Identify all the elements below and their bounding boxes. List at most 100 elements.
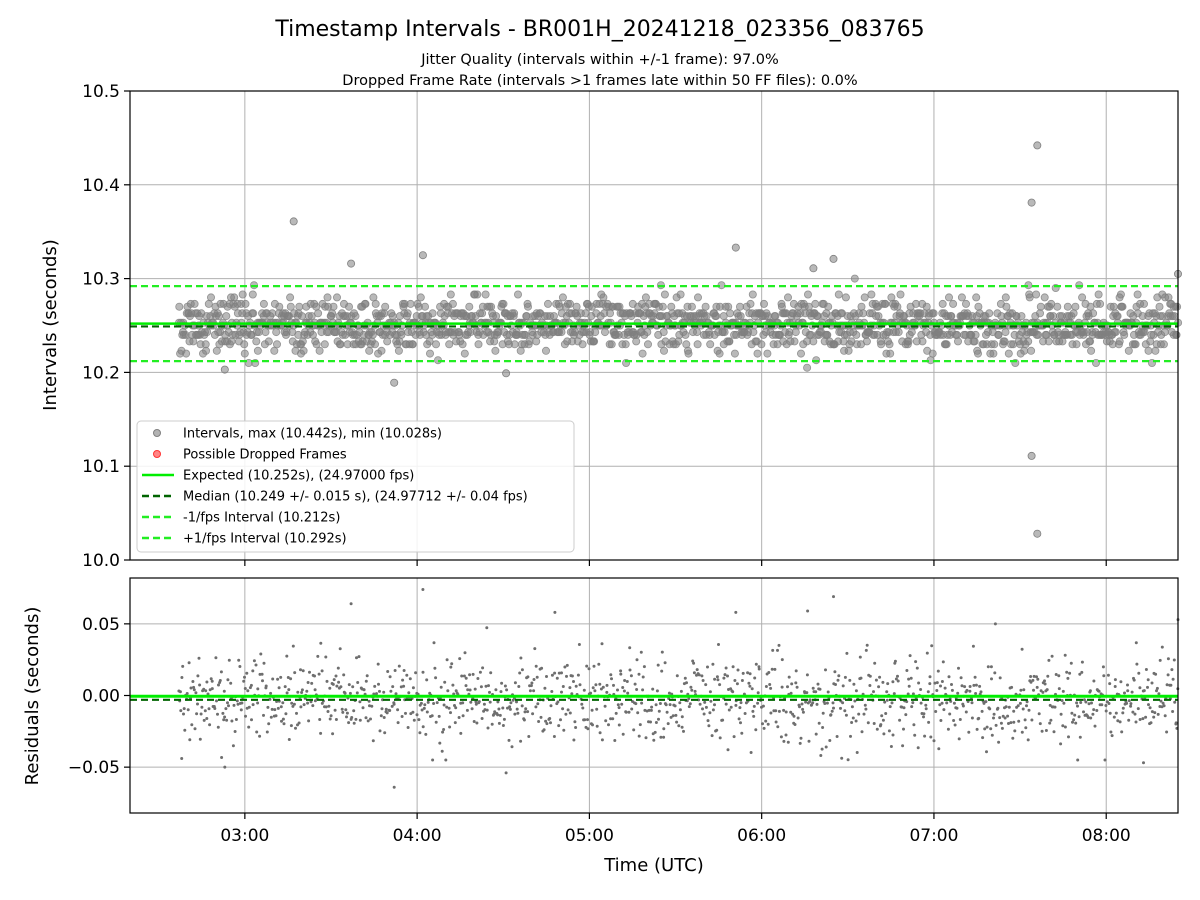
residual-point: [1043, 679, 1046, 683]
residual-point: [388, 675, 392, 679]
residual-point: [582, 688, 586, 692]
residual-point: [933, 681, 937, 685]
residuals-points: [177, 588, 1180, 789]
residual-point: [940, 680, 944, 683]
interval-point: [904, 337, 913, 346]
residual-point: [1108, 682, 1112, 686]
residual-point: [922, 712, 926, 716]
residual-point: [594, 683, 598, 687]
residual-point: [790, 682, 794, 686]
residual-point: [472, 720, 476, 723]
residual-point: [868, 674, 872, 678]
x-tick-label: 04:00: [393, 826, 442, 846]
residual-point: [892, 692, 896, 696]
interval-point: [790, 337, 799, 346]
interval-point: [361, 299, 370, 308]
residual-point: [487, 684, 490, 688]
residual-point: [218, 679, 222, 682]
interval-point: [748, 290, 757, 299]
interval-point: [947, 312, 956, 321]
residual-point: [289, 724, 293, 728]
intervals-y-axis-label: Intervals (seconds): [40, 239, 61, 411]
residual-point: [1024, 726, 1028, 730]
residual-point: [753, 676, 757, 680]
residual-point: [1160, 645, 1164, 649]
residual-point: [411, 710, 415, 714]
residual-point: [668, 703, 672, 707]
interval-point: [397, 330, 406, 339]
residual-point: [894, 677, 898, 681]
residual-point: [764, 685, 768, 688]
residual-point: [715, 675, 719, 679]
residual-point: [922, 715, 925, 719]
legend-label-dropped: Possible Dropped Frames: [183, 448, 347, 463]
interval-point: [381, 302, 390, 311]
residual-point: [468, 688, 472, 692]
residual-point: [388, 709, 392, 712]
residual-point: [245, 671, 249, 675]
residual-point: [419, 701, 423, 705]
residual-point: [580, 702, 584, 706]
residual-point: [764, 719, 768, 723]
residual-point: [320, 669, 324, 673]
residual-point: [445, 658, 449, 662]
residual-point: [634, 702, 638, 706]
residual-point: [794, 669, 798, 673]
residual-point: [336, 666, 340, 670]
residual-point: [356, 681, 360, 684]
residual-point: [196, 702, 199, 706]
residual-point: [444, 758, 448, 762]
interval-point: [809, 337, 818, 346]
residual-point: [858, 655, 862, 659]
residual-point: [908, 654, 912, 658]
interval-point: [632, 337, 641, 346]
residual-point: [1133, 712, 1137, 716]
residual-point: [557, 671, 561, 675]
residual-point: [595, 707, 599, 711]
interval-point: [332, 293, 341, 302]
residual-point: [974, 692, 978, 695]
residual-point: [1089, 716, 1093, 720]
residual-point: [926, 690, 930, 694]
residual-point: [194, 691, 198, 695]
interval-point: [252, 337, 261, 346]
residual-point: [680, 715, 684, 719]
residual-point: [592, 664, 596, 668]
residual-point: [446, 689, 450, 693]
interval-point: [254, 328, 263, 337]
residual-point: [555, 676, 559, 680]
residual-point: [777, 643, 781, 647]
residual-point: [286, 676, 290, 679]
residual-point: [738, 706, 742, 710]
residual-point: [473, 687, 477, 691]
residual-point: [515, 707, 519, 711]
residual-point: [549, 721, 552, 725]
residual-point: [334, 674, 338, 678]
residual-point: [281, 701, 285, 705]
residual-point: [534, 705, 538, 709]
residual-point: [835, 735, 839, 738]
residual-point: [508, 707, 512, 711]
residual-point: [1126, 689, 1130, 693]
residual-point: [840, 756, 844, 760]
residual-point: [347, 683, 351, 687]
residual-point: [463, 651, 467, 655]
chart-subtitle-1: Jitter Quality (intervals within +/-1 fr…: [420, 52, 779, 68]
residual-point: [692, 661, 696, 665]
interval-point: [660, 346, 669, 355]
residual-point: [1121, 706, 1125, 710]
residual-point: [396, 708, 400, 712]
residual-point: [752, 704, 756, 708]
residual-point: [1147, 703, 1150, 707]
residual-point: [256, 701, 260, 705]
interval-point: [522, 312, 531, 321]
legend-label-plus-frame: +1/fps Interval (10.292s): [183, 532, 347, 547]
residual-point: [1123, 691, 1126, 695]
residual-point: [441, 730, 445, 734]
residual-point: [400, 715, 404, 718]
residual-point: [832, 706, 835, 710]
residual-point: [526, 675, 530, 679]
residual-point: [219, 670, 223, 674]
residual-point: [1076, 758, 1080, 762]
residual-point: [442, 703, 446, 707]
